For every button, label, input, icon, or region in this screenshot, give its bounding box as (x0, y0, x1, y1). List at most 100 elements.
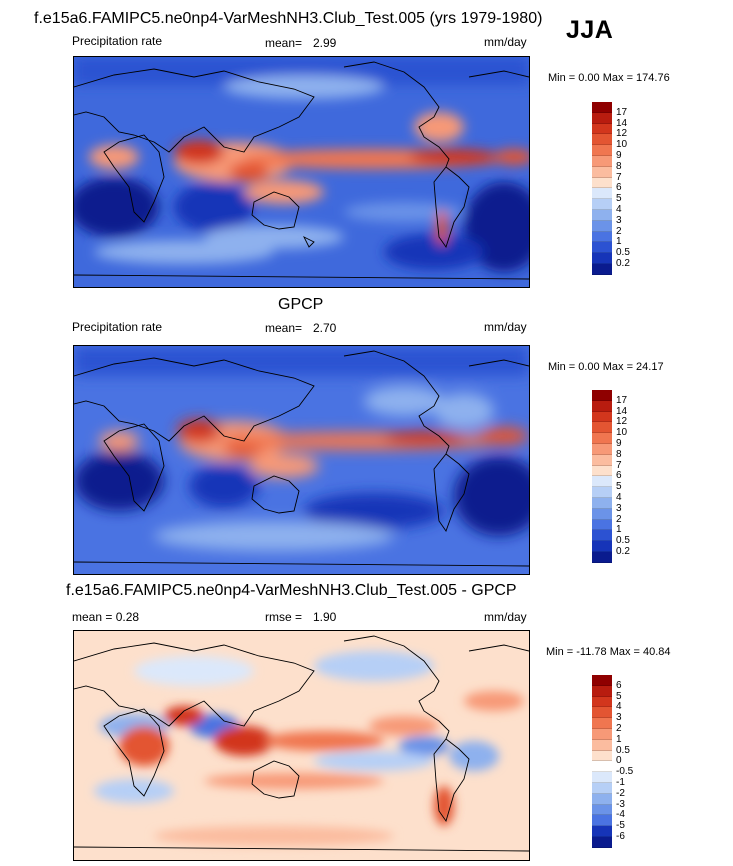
colorbar-box (592, 390, 612, 401)
colorbar-box (592, 411, 612, 423)
colorbar-tick-label: 0.2 (616, 258, 630, 269)
panel-1-title: f.e15a6.FAMIPC5.ne0np4-VarMeshNH3.Club_T… (34, 10, 543, 27)
colorbar-box (592, 166, 612, 178)
colorbar-box (592, 826, 612, 837)
panel-3-title: f.e15a6.FAMIPC5.ne0np4-VarMeshNH3.Club_T… (66, 582, 517, 599)
panel-3-units: mm/day (484, 610, 527, 624)
colorbar-box (592, 400, 612, 412)
colorbar-box (592, 729, 612, 740)
colorbar-box (592, 112, 612, 124)
colorbar-box (592, 530, 612, 542)
colorbar-tick-label: 1 (616, 236, 622, 248)
colorbar-box (592, 476, 612, 488)
colorbar-tick-label: -6 (616, 831, 625, 842)
colorbar-box (592, 145, 612, 156)
panel-2-field (74, 346, 529, 574)
colorbar-tick-label: 17 (616, 106, 628, 118)
colorbar-tick-label: 10 (616, 139, 628, 151)
colorbar-box (592, 772, 612, 783)
panel-2-title: GPCP (278, 296, 324, 313)
colorbar-tick-label: 1 (616, 524, 622, 536)
colorbar-box (592, 242, 612, 254)
colorbar-box (592, 264, 612, 275)
colorbar-tick-label: 3 (616, 214, 622, 226)
colorbar-box (592, 188, 612, 200)
colorbar-box (592, 675, 612, 686)
panel-2-coastlines (74, 350, 529, 567)
colorbar-tick-label: 4 (616, 701, 622, 713)
colorbar-box (592, 220, 612, 232)
colorbar-box (592, 465, 612, 477)
colorbar-tick-label: -3 (616, 798, 625, 810)
colorbar-tick-label: 7 (616, 459, 622, 471)
colorbar-tick-label: 14 (616, 405, 628, 417)
colorbar-tick-label: 17 (616, 394, 628, 406)
colorbar-box (592, 552, 612, 563)
colorbar-tick-label: 3 (616, 502, 622, 514)
colorbar-box (592, 177, 612, 189)
colorbar-tick-label: -5 (616, 820, 625, 832)
colorbar-tick-label: 6 (616, 182, 622, 194)
colorbar-box (592, 541, 612, 552)
colorbar-tick-label: 12 (616, 128, 628, 140)
panel-1-minmax: Min = 0.00 Max = 174.76 (548, 72, 670, 84)
panel-2-units: mm/day (484, 320, 527, 334)
season-label: JJA (566, 16, 614, 44)
colorbar-tick-label: 7 (616, 171, 622, 183)
colorbar-tick-label: 5 (616, 690, 622, 702)
colorbar-box (592, 156, 612, 167)
panel-2-variable-label: Precipitation rate (72, 320, 163, 334)
colorbar-tick-label: 6 (616, 679, 622, 691)
colorbar-box (592, 685, 612, 697)
colorbar-box (592, 793, 612, 805)
panel-1-units: mm/day (484, 35, 527, 49)
colorbar-box (592, 102, 612, 113)
colorbar-box (592, 231, 612, 243)
colorbar-box (592, 422, 612, 434)
colorbar-tick-label: 2 (616, 225, 622, 237)
colorbar-tick-label: -2 (616, 787, 625, 799)
colorbar-tick-label: 0.5 (616, 744, 630, 756)
panel-2-map (73, 345, 530, 575)
colorbar-box (592, 696, 612, 708)
panel-1-map (73, 56, 530, 288)
colorbar-tick-label: 0.5 (616, 247, 630, 259)
colorbar-box (592, 444, 612, 455)
colorbar-box (592, 508, 612, 520)
colorbar-box (592, 454, 612, 466)
panel-1-coastlines (74, 61, 529, 280)
panel-3-minmax: Min = -11.78 Max = 40.84 (546, 646, 671, 658)
colorbar-tick-label: 8 (616, 160, 622, 172)
panel-2-mean-value: 2.70 (313, 321, 337, 335)
colorbar-box (592, 783, 612, 794)
colorbar-box (592, 199, 612, 210)
colorbar-tick-label: 1 (616, 733, 622, 745)
colorbar-tick-label: 0.2 (616, 546, 630, 557)
panel-3-field (74, 631, 529, 860)
colorbar-box (592, 718, 612, 729)
colorbar-box (592, 210, 612, 221)
colorbar-box (592, 487, 612, 498)
panel-3-mean-label: mean = 0.28 (72, 610, 140, 624)
colorbar-tick-label: 9 (616, 150, 622, 161)
colorbar-tick-label: 8 (616, 448, 622, 460)
colorbar-tick-label: 4 (616, 204, 622, 215)
colorbar-box (592, 134, 612, 146)
colorbar-tick-label: 14 (616, 117, 628, 129)
panel-1-field (74, 57, 529, 287)
colorbar-tick-label: 3 (616, 712, 622, 724)
panel-3-rmse-label: rmse = (265, 610, 303, 624)
colorbar-box (592, 837, 612, 848)
panel-1-mean-value: 2.99 (313, 36, 337, 50)
colorbar-tick-label: 5 (616, 193, 622, 205)
colorbar-box (592, 498, 612, 509)
colorbar-tick-label: 9 (616, 438, 622, 449)
colorbar-box (592, 433, 612, 444)
panel-3-rmse-value: 1.90 (313, 610, 337, 624)
colorbar-tick-label: -4 (616, 809, 625, 821)
colorbar-tick-label: 10 (616, 427, 628, 439)
colorbar-box (592, 739, 612, 751)
colorbar-tick-label: 6 (616, 470, 622, 482)
colorbar-tick-label: 2 (616, 513, 622, 525)
colorbar-box (592, 804, 612, 816)
